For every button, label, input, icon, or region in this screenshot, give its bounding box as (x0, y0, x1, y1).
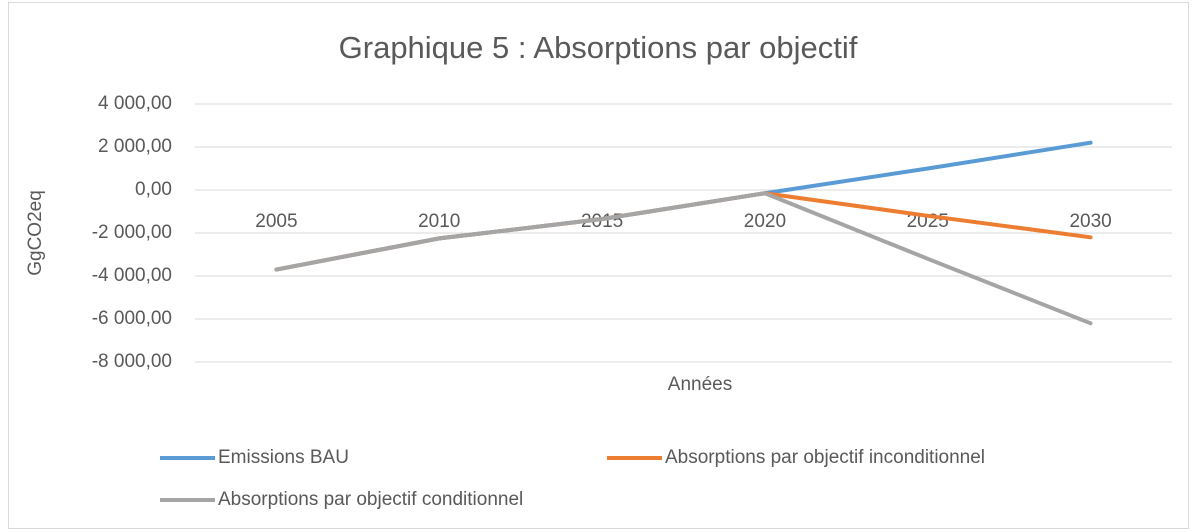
x-tick-label: 2010 (418, 211, 460, 232)
y-tick-label: -4 000,00 (92, 265, 172, 286)
legend-label: Absorptions par objectif inconditionnel (665, 447, 985, 468)
x-axis-title: Années (668, 374, 732, 395)
y-tick-label: 4 000,00 (98, 93, 172, 114)
x-tick-label: 2030 (1069, 211, 1111, 232)
legend-label: Absorptions par objectif conditionnel (218, 489, 523, 510)
x-tick-label: 2020 (744, 211, 786, 232)
chart-frame (8, 2, 1189, 529)
y-tick-label: 2 000,00 (98, 136, 172, 157)
y-axis-title: GgCO2eq (25, 190, 46, 276)
y-tick-label: -6 000,00 (92, 308, 172, 329)
y-tick-label: -2 000,00 (92, 222, 172, 243)
x-tick-label: 2005 (255, 211, 297, 232)
y-tick-label: 0,00 (135, 179, 172, 200)
y-tick-label: -8 000,00 (92, 351, 172, 372)
legend-label: Emissions BAU (218, 447, 349, 468)
chart-title: Graphique 5 : Absorptions par objectif (339, 30, 858, 65)
series-line (274, 191, 1093, 326)
